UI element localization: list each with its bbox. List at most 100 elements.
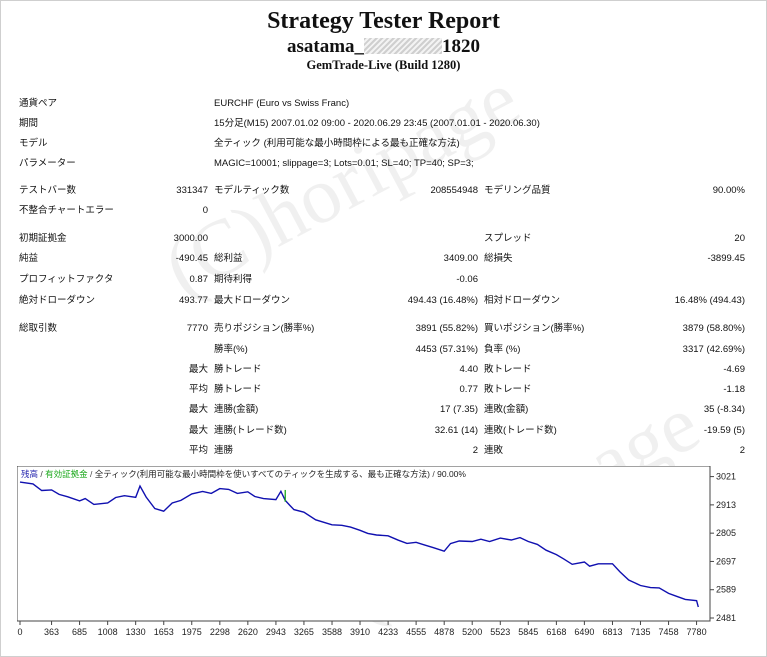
cons-loss-label: 連敗(トレード数) <box>484 425 557 436</box>
gross-profit-label: 総利益 <box>214 253 243 264</box>
ticks-value: 208554948 <box>430 185 478 196</box>
x-tick-label: 6813 <box>602 627 622 637</box>
lossrate-value: 3317 (42.69%) <box>682 344 745 355</box>
x-tick-label: 6168 <box>546 627 566 637</box>
x-tick-label: 2298 <box>210 627 230 637</box>
x-tick-label: 3265 <box>294 627 314 637</box>
net-label: 純益 <box>19 253 39 264</box>
largest-loss-label: 敗トレード <box>484 364 532 375</box>
currency-label: 通貨ペア <box>19 98 58 109</box>
x-tick-label: 4233 <box>378 627 398 637</box>
x-tick-label: 7458 <box>659 627 679 637</box>
avg-loss-label: 敗トレード <box>484 384 532 395</box>
y-axis-labels: 3021 2913 2805 2697 2589 2481 <box>716 472 736 623</box>
x-axis-labels: 0 363 685 1008 1330 1653 1975 2298 2620 2943 3265 3… <box>17 627 706 637</box>
avg-label: 平均 <box>188 445 208 456</box>
account-name: asatama_ 1820 <box>0 36 767 58</box>
avg-cons-wins-label: 連勝 <box>214 445 234 456</box>
cons-loss-value: -19.59 (5) <box>703 425 745 436</box>
cons-profit-label: 連勝(トレード数) <box>214 425 287 436</box>
legend-equity: 有効証拠金 <box>45 469 88 479</box>
y-tick-label: 2805 <box>716 528 736 538</box>
winrate-value: 4453 (57.31%) <box>415 344 478 355</box>
rel-dd-label: 相対ドローダウン <box>484 295 561 306</box>
pf-label: プロフィットファクタ <box>19 274 114 285</box>
deposit-label: 初期証拠金 <box>19 233 67 244</box>
errors-label: 不整合チャートエラー <box>19 205 114 216</box>
spread-label: スプレッド <box>484 233 532 244</box>
gross-loss-label: 総損失 <box>484 253 513 264</box>
ticks-label: モデルティック数 <box>214 185 290 196</box>
errors-value: 0 <box>202 205 208 216</box>
rel-dd-value: 16.48% (494.43) <box>674 295 745 306</box>
largest-win-label: 勝トレード <box>214 364 262 375</box>
short-label: 売りポジション(勝率%) <box>214 323 315 334</box>
currency-value: EURCHF (Euro vs Swiss Franc) <box>214 98 350 109</box>
bars-label: テストバー数 <box>19 185 77 196</box>
expected-label: 期待利得 <box>214 274 253 285</box>
y-tick-label: 2589 <box>716 585 736 595</box>
period-value: 15分足(M15) 2007.01.02 09:00 - 2020.06.29 … <box>214 118 540 129</box>
expected-value: -0.06 <box>456 274 478 285</box>
avg-cons-losses-label: 連敗 <box>484 445 504 456</box>
x-tick-label: 6490 <box>574 627 594 637</box>
legend-separator: / <box>40 469 43 479</box>
cons-wins-label: 連勝(金額) <box>214 404 259 415</box>
avg-cons-wins-value: 2 <box>472 445 478 456</box>
balance-series-line <box>19 481 699 608</box>
lossrate-label: 負率 (%) <box>484 344 521 355</box>
total-trades-label: 総取引数 <box>19 323 58 334</box>
period-label: 期間 <box>19 118 39 129</box>
x-tick-label: 7780 <box>687 627 707 637</box>
max-dd-value: 494.43 (16.48%) <box>407 295 478 306</box>
avg-label: 平均 <box>188 384 208 395</box>
legend-model: 全ティック(利用可能な最小時間枠を使いすべてのティックを生成する、最も正確な方法… <box>95 469 430 479</box>
x-tick-label: 5523 <box>490 627 510 637</box>
server-name: GemTrade-Live (Build 1280) <box>306 58 461 72</box>
x-tick-label: 2620 <box>238 627 258 637</box>
y-tick-label: 2481 <box>716 613 736 623</box>
abs-dd-label: 絶対ドローダウン <box>19 295 96 306</box>
long-label: 買いポジション(勝率%) <box>484 323 585 334</box>
chart-grid <box>19 476 714 625</box>
gross-profit-value: 3409.00 <box>443 253 478 264</box>
bars-value: 331347 <box>176 185 208 196</box>
x-tick-label: 3910 <box>350 627 370 637</box>
deposit-value: 3000.00 <box>173 233 208 244</box>
max-label: 最大 <box>188 404 208 415</box>
balance-chart: 残高 / 有効証拠金 / 全ティック(利用可能な最小時間枠を使いすべてのティック… <box>17 466 736 637</box>
masked-account-number <box>364 38 443 54</box>
x-tick-label: 1008 <box>98 627 118 637</box>
pf-value: 0.87 <box>189 274 209 285</box>
model-label: モデル <box>19 138 48 149</box>
x-tick-label: 2943 <box>266 627 286 637</box>
winrate-label: 勝率(%) <box>214 344 248 355</box>
y-tick-label: 3021 <box>716 472 736 482</box>
x-tick-label: 5845 <box>518 627 538 637</box>
legend-quality: 90.00% <box>437 469 466 479</box>
spread-value: 20 <box>734 233 745 244</box>
avg-win-value: 0.77 <box>459 384 479 395</box>
model-value: 全ティック (利用可能な最小時間枠による最も正確な方法) <box>214 138 460 149</box>
account-prefix: asatama_ <box>286 36 365 57</box>
avg-cons-losses-value: 2 <box>739 445 745 456</box>
quality-value: 90.00% <box>712 185 745 196</box>
y-tick-label: 2697 <box>716 556 736 566</box>
plot-area <box>17 466 711 622</box>
max-label: 最大 <box>188 425 208 436</box>
cons-profit-value: 32.61 (14) <box>434 425 478 436</box>
x-tick-label: 4878 <box>434 627 454 637</box>
report-title: Strategy Tester Report <box>267 8 500 34</box>
long-value: 3879 (58.80%) <box>682 323 745 334</box>
total-trades-value: 7770 <box>186 323 208 334</box>
x-tick-label: 1330 <box>126 627 146 637</box>
quality-label: モデリング品質 <box>484 185 551 196</box>
legend-separator: / <box>432 469 435 479</box>
cons-wins-value: 17 (7.35) <box>439 404 478 415</box>
gross-loss-value: -3899.45 <box>707 253 745 264</box>
x-tick-label: 0 <box>17 627 22 637</box>
params-value: MAGIC=10001; slippage=3; Lots=0.01; SL=4… <box>214 158 474 169</box>
max-dd-label: 最大ドローダウン <box>214 295 291 306</box>
x-tick-label: 4555 <box>406 627 426 637</box>
abs-dd-value: 493.77 <box>178 295 208 306</box>
